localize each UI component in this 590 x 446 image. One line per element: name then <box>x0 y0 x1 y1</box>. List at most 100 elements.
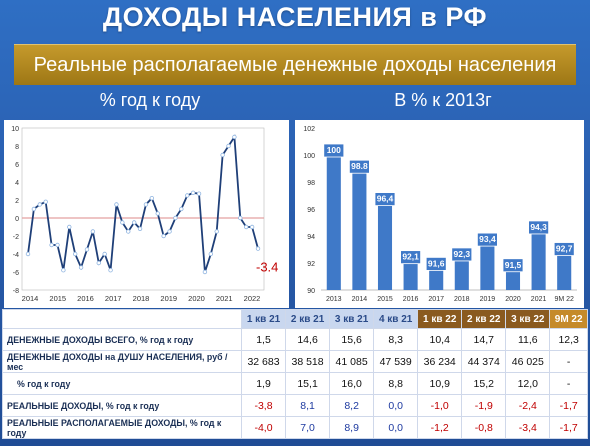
col-header: 4 кв 21 <box>373 309 419 329</box>
table-cell: - <box>549 372 588 395</box>
yoy-point <box>249 224 255 230</box>
yoy-point <box>49 242 54 248</box>
table-cell: 8,1 <box>285 394 331 417</box>
y-tick-label: 4 <box>15 180 19 187</box>
yoy-point <box>120 220 125 225</box>
x-tick-label: 2021 <box>531 296 547 303</box>
x-tick-label: 2018 <box>454 296 470 303</box>
yoy-point <box>96 260 101 266</box>
y-tick-label: -6 <box>13 270 19 277</box>
bar-label-box <box>476 232 498 247</box>
table-cell: -0,8 <box>461 416 507 439</box>
table-cell: 10,4 <box>417 328 463 351</box>
table-cell: -1,7 <box>549 394 588 417</box>
row-label: ДЕНЕЖНЫЕ ДОХОДЫ ВСЕГО, % год к году <box>2 328 242 351</box>
bar <box>454 258 469 290</box>
table-cell: 14,6 <box>285 328 331 351</box>
bar-value-label: 92,1 <box>402 252 419 262</box>
col-header: 3 кв 22 <box>505 309 551 329</box>
y-tick-label: 90 <box>307 288 315 295</box>
table-cell: 7,0 <box>285 416 331 439</box>
table-cell: -1,2 <box>417 416 463 439</box>
bar <box>326 155 341 290</box>
table-cell: 41 085 <box>329 350 375 373</box>
yoy-point <box>55 242 60 248</box>
table-header-row: 1 кв 21 2 кв 21 3 кв 21 4 кв 21 1 кв 22 … <box>2 309 588 329</box>
section-banner: Реальные располагаемые денежные доходы н… <box>14 44 576 85</box>
bar <box>377 203 393 290</box>
yoy-point <box>67 224 72 230</box>
table-cell: 15,6 <box>329 328 375 351</box>
y-tick-label: 10 <box>11 126 19 133</box>
bar-label-box <box>451 247 473 262</box>
x-tick-label: 2015 <box>49 294 66 303</box>
table-cell: 0,0 <box>373 416 419 439</box>
table-cell: 8,8 <box>373 372 419 395</box>
y-tick-label: 92 <box>307 261 315 268</box>
yoy-point <box>102 251 107 257</box>
table-cell: 1,5 <box>240 328 287 351</box>
yoy-point <box>155 211 160 216</box>
bar <box>480 244 495 290</box>
x-tick-label: 2015 <box>377 296 393 303</box>
bar-label-box <box>553 242 575 256</box>
yoy-point <box>108 267 113 273</box>
plot-area <box>21 127 265 291</box>
y-tick-label: 0 <box>15 216 19 223</box>
table-row: % год к году 1,9 15,1 16,0 8,8 10,9 15,2… <box>2 372 588 395</box>
table-row: ДЕНЕЖНЫЕ ДОХОДЫ на ДУШУ НАСЕЛЕНИЯ, руб /… <box>2 350 588 373</box>
y-tick-label: 102 <box>303 126 315 133</box>
table-cell: -2,4 <box>505 394 551 417</box>
y-tick-label: 98 <box>307 180 315 187</box>
table-row: РЕАЛЬНЫЕ РАСПОЛАГАЕМЫЕ ДОХОДЫ, % год к г… <box>2 416 588 439</box>
bar-value-label: 98.8 <box>351 161 368 171</box>
bar-label-box <box>374 192 396 206</box>
table-cell: 14,7 <box>461 328 507 351</box>
x-tick-label: 2020 <box>505 296 521 303</box>
x-tick-label: 2014 <box>352 296 368 303</box>
table-cell: 1,9 <box>240 372 287 395</box>
table-corner <box>2 309 242 329</box>
yoy-point <box>220 152 225 158</box>
line-chart-subtitle: % год к году <box>99 90 201 110</box>
yoy-point <box>161 233 166 239</box>
bar <box>429 268 444 290</box>
table-cell: 8,3 <box>373 328 419 351</box>
col-header: 2 кв 22 <box>461 309 507 329</box>
bar-value-label: 92,7 <box>556 244 573 254</box>
yoy-point <box>190 190 196 195</box>
yoy-point <box>185 193 190 198</box>
y-tick-label: 100 <box>303 153 315 160</box>
table-cell: 8,9 <box>329 416 375 439</box>
x-tick-label: 2016 <box>403 296 419 303</box>
table-cell: 12,3 <box>549 328 588 351</box>
bar <box>403 261 418 290</box>
bar-label-box <box>528 220 550 235</box>
yoy-point <box>149 195 155 201</box>
yoy-point <box>208 251 214 257</box>
table-cell: 32 683 <box>240 350 287 373</box>
yoy-point <box>167 229 172 234</box>
bar-value-label: 93,4 <box>479 234 496 244</box>
bar-label-box <box>323 143 345 158</box>
last-value-label: -3.4 <box>256 260 278 275</box>
y-tick-label: 6 <box>15 162 19 169</box>
y-tick-label: -4 <box>13 252 19 259</box>
row-label: % год к году <box>2 372 242 395</box>
table-cell: 12,0 <box>505 372 551 395</box>
y-tick-label: 96 <box>307 207 315 214</box>
y-tick-label: -8 <box>13 288 19 295</box>
table-cell: 15,1 <box>285 372 331 395</box>
yoy-series-line <box>27 134 259 273</box>
yoy-point <box>244 224 249 230</box>
row-label: РЕАЛЬНЫЕ ДОХОДЫ, % год к году <box>2 394 242 417</box>
yoy-point <box>232 134 237 140</box>
x-tick-label: 2018 <box>133 294 150 303</box>
yoy-point <box>238 215 243 221</box>
yoy-point <box>179 206 184 212</box>
y-tick-label: 94 <box>307 234 315 241</box>
table-cell: -1,9 <box>461 394 507 417</box>
y-tick-label: -2 <box>13 234 19 241</box>
